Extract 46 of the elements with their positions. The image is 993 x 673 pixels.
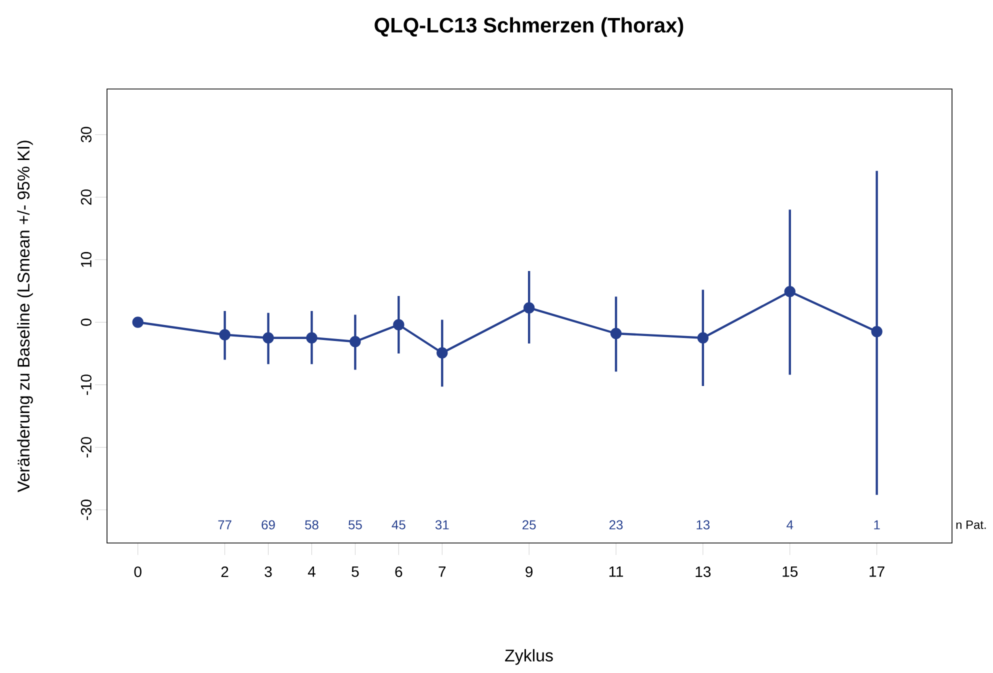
annotation: 31 (435, 520, 449, 530)
x-tick-label: 2 (221, 566, 228, 577)
annotation: 45 (392, 520, 406, 530)
point (306, 332, 318, 344)
annotation: 25 (522, 520, 536, 530)
annotation: 13 (696, 520, 710, 530)
y-tick-label: -30 (80, 500, 92, 520)
x-tick-label: 0 (134, 566, 142, 578)
annotation: 69 (262, 520, 275, 530)
chart-title: QLQ-LC13 Schmerzen (Thorax) (374, 17, 684, 37)
point (393, 319, 404, 330)
point (697, 332, 709, 344)
point (436, 347, 448, 358)
point (784, 286, 796, 298)
point (262, 332, 274, 344)
x-tick-label: 6 (395, 566, 402, 578)
y-tick-label: 20 (80, 189, 92, 205)
x-tick-label: 9 (526, 566, 533, 578)
x-tick-label: 5 (352, 566, 359, 577)
point (219, 329, 230, 340)
point (871, 326, 882, 338)
y-tick-label: 10 (80, 252, 92, 267)
annotation: 77 (218, 520, 232, 530)
annotation: 4 (786, 520, 794, 530)
x-tick-label: 3 (264, 566, 272, 578)
x-tick-label: 11 (609, 566, 624, 577)
point (523, 302, 535, 314)
y-tick-label: 30 (80, 126, 92, 142)
x-axis-title: Zyklus (505, 649, 553, 665)
annotation: 58 (305, 520, 318, 530)
x-tick-label: 13 (696, 566, 711, 578)
point (350, 336, 361, 348)
y-axis-title: Veränderung zu Baseline (LSmean +/- 95% KI) (17, 140, 33, 492)
x-tick-label: 17 (870, 566, 884, 577)
y-tick-label: 0 (80, 318, 92, 326)
point (610, 328, 622, 340)
x-tick-label: 4 (308, 566, 316, 577)
y-tick-label: -20 (80, 437, 92, 458)
point (132, 316, 144, 328)
annotation: 55 (348, 520, 362, 530)
annotation: 23 (609, 520, 623, 530)
x-tick-label: 15 (782, 566, 798, 577)
x-tick-label: 7 (438, 566, 446, 577)
y-tick-label: -10 (80, 374, 92, 395)
annotation: 1 (874, 520, 880, 530)
text: n Pat. (956, 520, 986, 529)
